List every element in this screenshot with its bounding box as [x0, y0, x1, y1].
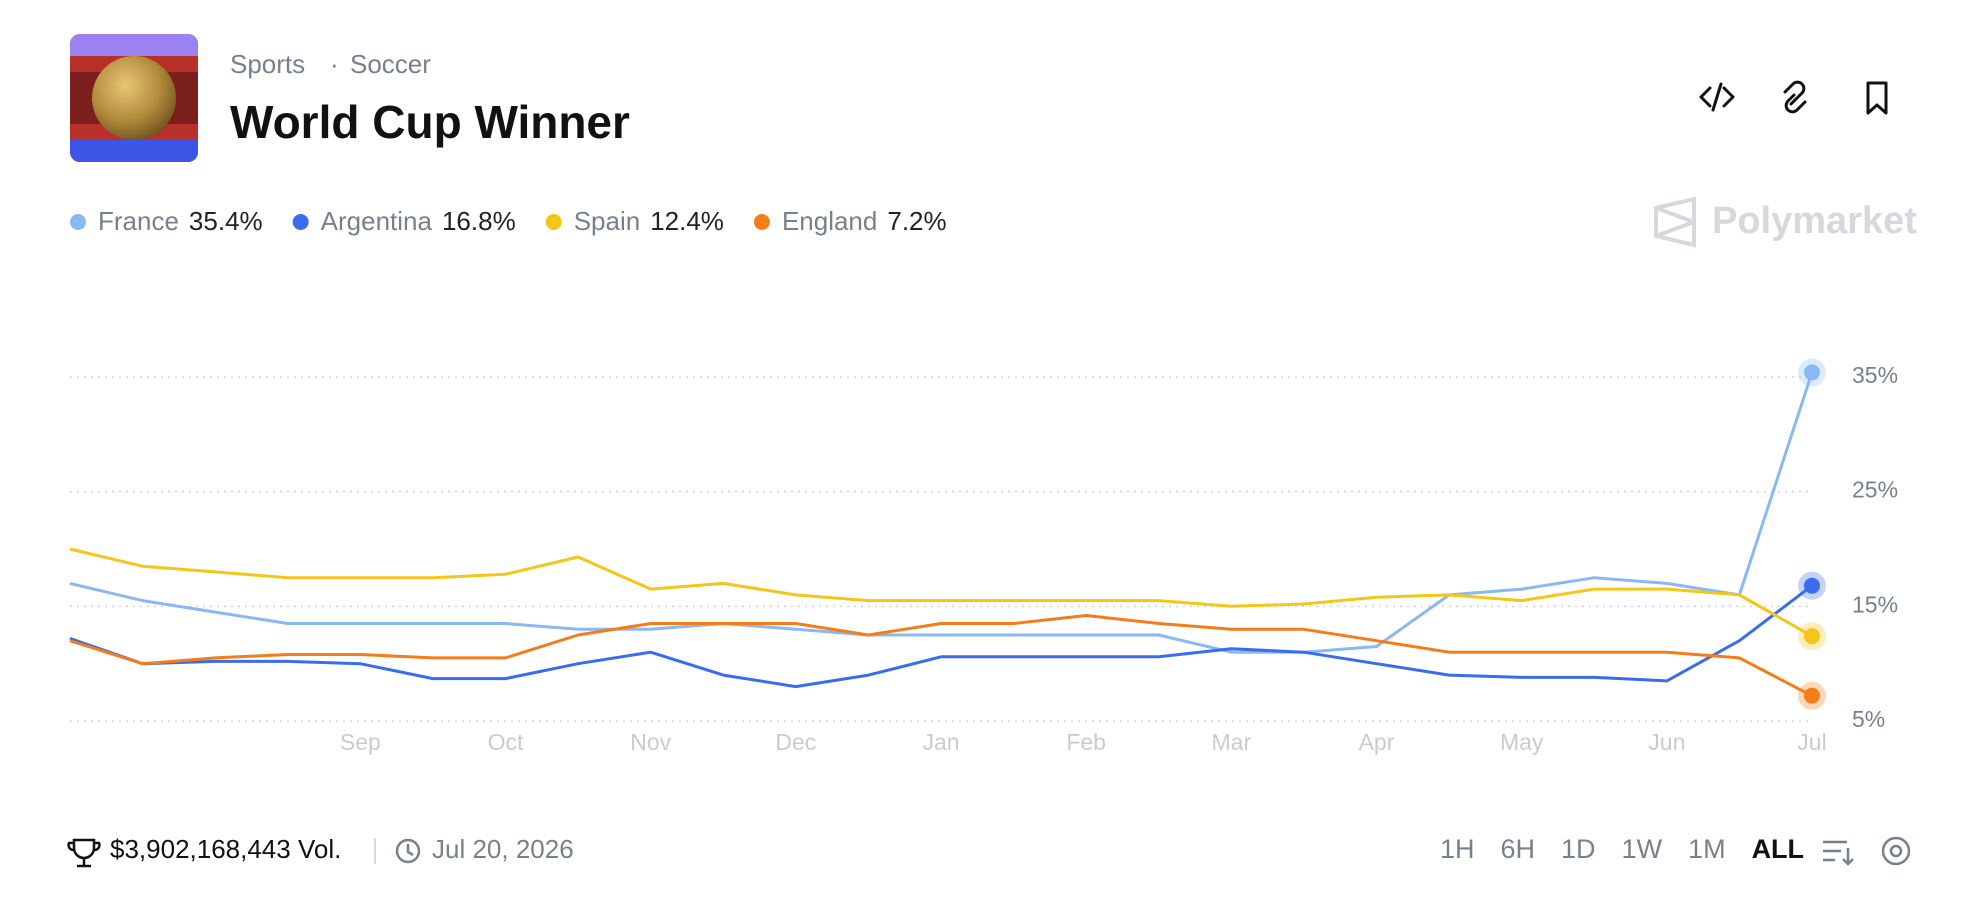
timeframe-button[interactable]: 6H	[1501, 834, 1536, 864]
market-icon	[70, 34, 198, 162]
y-tick-label: 5%	[1852, 706, 1885, 732]
x-tick-label: Nov	[630, 729, 671, 755]
series-line	[69, 614, 1813, 698]
y-tick-label: 25%	[1852, 477, 1898, 503]
end-point	[1804, 628, 1820, 645]
y-tick-label: 35%	[1852, 362, 1898, 388]
embed-button[interactable]	[1699, 82, 1735, 112]
x-tick-label: Apr	[1359, 729, 1395, 755]
legend-dot	[545, 214, 562, 230]
legend-dot	[70, 214, 86, 230]
timeframe-button[interactable]: ALL	[1752, 834, 1804, 864]
volume: $3,902,168,443 Vol.	[110, 834, 341, 864]
y-tick-label: 15%	[1852, 591, 1898, 617]
series-line	[69, 547, 1813, 638]
category[interactable]: Sports	[230, 49, 305, 79]
end-date: Jul 20, 2026	[432, 834, 574, 864]
trophy-icon	[67, 838, 101, 868]
x-tick-label: Mar	[1212, 729, 1252, 755]
brand-logo	[1654, 196, 1696, 248]
x-tick-label: Jan	[922, 729, 959, 755]
legend-value: 35.4%	[189, 206, 263, 236]
legend-value: 12.4%	[650, 206, 724, 236]
subcategory[interactable]: Soccer	[350, 49, 431, 79]
x-tick-label: Feb	[1066, 729, 1106, 755]
legend-value: 16.8%	[442, 206, 516, 236]
legend: France 35.4% Argentina 16.8% Spain 12.4% Engla…	[70, 206, 947, 236]
timeframe-button[interactable]: 1M	[1688, 834, 1726, 864]
end-point	[1804, 687, 1820, 704]
market-title: World Cup Winner	[230, 96, 630, 148]
settings-button[interactable]	[1881, 836, 1911, 866]
series-line	[69, 371, 1814, 654]
legend-name: Argentina	[321, 206, 433, 236]
legend-name: France	[98, 206, 179, 236]
legend-dot	[753, 214, 770, 230]
legend-dot	[292, 214, 309, 230]
link-button[interactable]	[1783, 80, 1807, 114]
brand-name: Polymarket	[1712, 200, 1917, 242]
legend-value: 7.2%	[887, 206, 946, 236]
legend-name: England	[782, 206, 877, 236]
timeframe-button[interactable]: 1H	[1440, 834, 1475, 864]
timeframe-button[interactable]: 1W	[1622, 834, 1663, 864]
x-tick-label: May	[1500, 729, 1544, 755]
x-tick-label: Dec	[775, 729, 816, 755]
separator: ·	[330, 49, 339, 79]
timeframe-selector: 1H 6H 1D 1W 1M ALL	[1440, 834, 1804, 864]
end-point	[1804, 364, 1820, 381]
timeframe-button[interactable]: 1D	[1561, 834, 1596, 864]
clock-icon	[395, 838, 421, 864]
plot: 5% 15% 25% 35% Sep Oct Nov Dec Jan Feb Mar Apr May Ju…	[69, 358, 1898, 755]
sort-button[interactable]	[1823, 840, 1854, 866]
end-point	[1804, 577, 1820, 594]
x-tick-label: Oct	[488, 729, 524, 755]
x-tick-label: Sep	[340, 729, 381, 755]
legend-name: Spain	[574, 206, 641, 236]
x-tick-label: Jun	[1648, 729, 1685, 755]
x-tick-label: Jul	[1797, 729, 1826, 755]
series-line	[69, 584, 1813, 689]
bookmark-button[interactable]	[1866, 81, 1888, 115]
